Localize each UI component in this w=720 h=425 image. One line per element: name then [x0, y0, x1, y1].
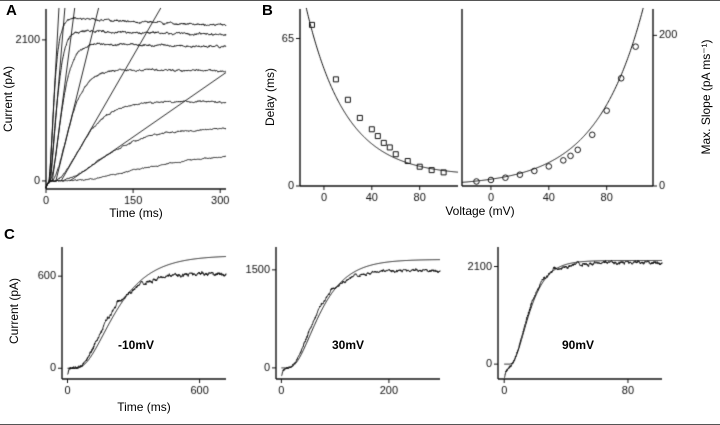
panel-c1-plot: [26, 239, 236, 417]
panel-b-maxslope-plot: [460, 1, 695, 226]
panel-c2-plot: [240, 239, 450, 417]
trace-label-minus10mv: -10mV: [118, 338, 155, 352]
panel-b-delay-plot: [260, 1, 460, 226]
panel-b-ylabel-right: Max. Slope (pA ms⁻¹): [699, 39, 713, 155]
panel-c-xlabel: Time (ms): [117, 400, 171, 414]
trace-label-30mv: 30mV: [332, 338, 365, 352]
panel-c-label: C: [4, 226, 15, 243]
panel-a-plot: [0, 1, 232, 223]
panel-a-ylabel: Current (pA): [1, 65, 15, 133]
panel-c-ylabel: Current (pA): [7, 277, 21, 345]
panel-b-ylabel-left: Delay (ms): [263, 67, 277, 127]
panel-c3-plot: [462, 239, 672, 417]
panel-a-xlabel: Time (ms): [109, 206, 163, 220]
panel-b-xlabel: Voltage (mV): [445, 204, 515, 218]
trace-label-90mv: 90mV: [562, 338, 595, 352]
